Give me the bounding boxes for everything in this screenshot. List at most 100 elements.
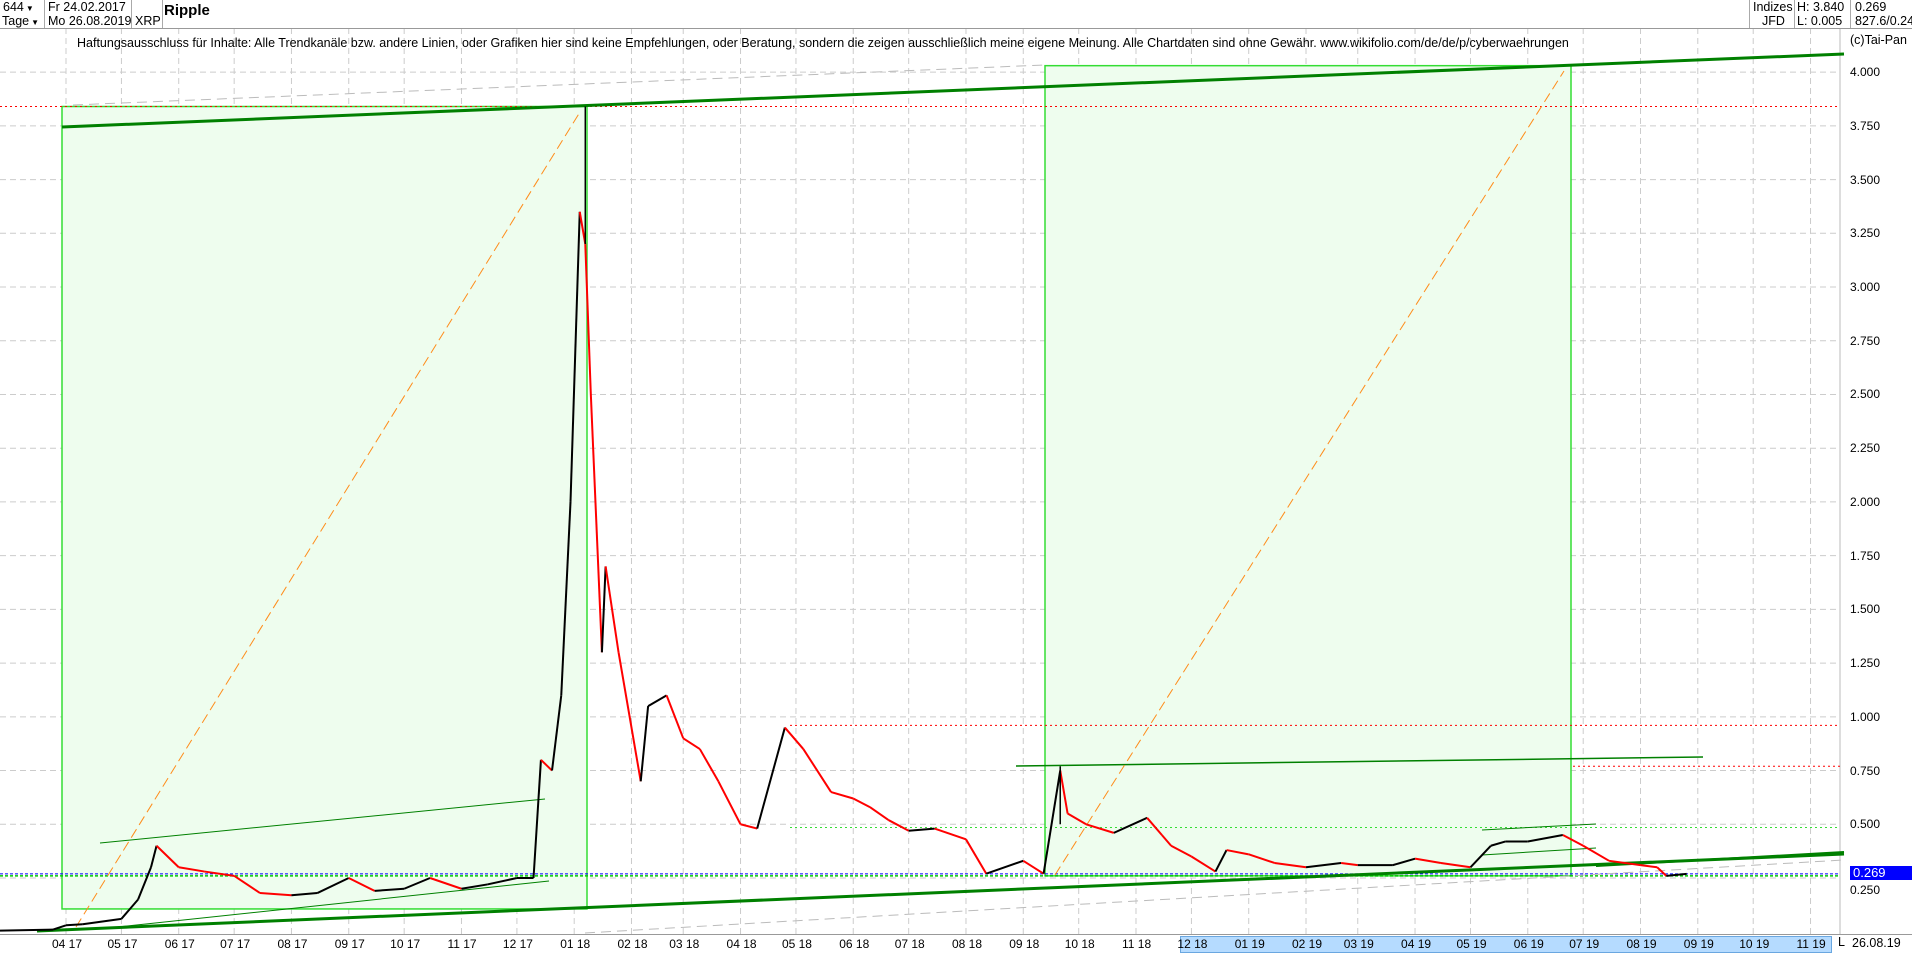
log-mode-toggle[interactable]: L — [1838, 935, 1845, 949]
trend-line — [36, 852, 1845, 933]
price-segment — [617, 652, 642, 782]
x-tick-label: 09 17 — [334, 937, 365, 951]
y-tick-label: 0.500 — [1850, 817, 1881, 832]
price-segment — [1392, 857, 1416, 867]
end-date[interactable]: Mo 26.08.2019 — [48, 14, 132, 28]
price-segment — [487, 877, 518, 886]
price-segment — [1469, 845, 1492, 868]
time-axis[interactable]: 04 17 05 17 06 17 07 17 08 17 09 17 10 17 11 17… — [0, 934, 1912, 953]
dashed-line — [584, 859, 1845, 934]
price-segment — [291, 892, 318, 897]
price-segment — [1085, 823, 1115, 834]
trend-line — [99, 798, 546, 844]
chevron-down-icon: ▼ — [25, 4, 34, 13]
last-date: 26.08.19 — [1852, 936, 1901, 950]
price-segment — [717, 780, 742, 825]
x-tick-label: 11 17 — [447, 937, 477, 951]
price-segment — [965, 838, 988, 875]
high-value: H: 3.840 — [1797, 0, 1845, 14]
price-segment — [1067, 812, 1087, 826]
y-tick-label: 0.250 — [1850, 883, 1881, 897]
price-segment — [429, 877, 462, 890]
bars-count-select[interactable]: 644 ▼ Tage ▼ — [0, 0, 45, 28]
x-tick-label: 05 19 — [1456, 937, 1487, 951]
price-segment — [1305, 861, 1342, 869]
x-tick-label: 09 19 — [1683, 937, 1714, 951]
copyright-label: (c)Tai-Pan — [1850, 33, 1907, 47]
trend-line — [117, 880, 550, 928]
price-segment — [120, 898, 139, 920]
price-segment — [551, 695, 563, 771]
price-segment — [259, 892, 292, 897]
x-tick-label: 03 18 — [669, 937, 700, 951]
y-tick-label: 4.000 — [1850, 65, 1881, 80]
y-tick-label: 1.000 — [1850, 709, 1881, 724]
last-value: 0.269 — [1855, 0, 1887, 14]
price-segment — [150, 845, 158, 868]
diagonal-line — [75, 111, 581, 928]
x-tick-label: 08 17 — [277, 937, 308, 951]
price-segment — [569, 211, 581, 502]
x-tick-label: 08 18 — [951, 937, 982, 951]
price-segment — [1608, 859, 1641, 867]
x-tick-label: 06 17 — [164, 937, 195, 951]
trend-line — [61, 52, 1845, 129]
range-box — [1044, 64, 1572, 877]
price-segment — [1113, 816, 1148, 834]
x-tick-label: 04 19 — [1401, 937, 1432, 951]
price-segment — [1214, 849, 1228, 873]
price-segment — [647, 694, 668, 707]
price-segment — [1666, 872, 1687, 877]
date-range[interactable]: Fr 24.02.2017 Mo 26.08.2019 — [45, 0, 132, 28]
price-segment — [316, 877, 350, 894]
dashed-line — [72, 64, 1046, 106]
price-segment — [540, 759, 553, 772]
range-box — [61, 105, 588, 910]
price-segment — [682, 737, 701, 750]
price-segment — [756, 727, 786, 829]
y-tick-label: 2.750 — [1850, 333, 1881, 348]
x-tick-label: 12 17 — [502, 937, 533, 951]
y-tick-label: 2.500 — [1850, 387, 1881, 402]
price-segment — [698, 748, 720, 782]
price-segment — [532, 759, 542, 879]
y-tick-label: 1.500 — [1850, 602, 1881, 617]
price-segment — [852, 797, 871, 808]
price-segment — [204, 870, 235, 877]
price-segment — [908, 827, 935, 832]
price-segment — [1226, 849, 1249, 856]
y-tick-label: 3.250 — [1850, 226, 1881, 241]
price-segment — [1490, 840, 1506, 847]
price-segment — [1170, 844, 1192, 858]
price-segment — [887, 819, 910, 832]
price-segment — [869, 806, 889, 821]
x-tick-label: 06 18 — [839, 937, 870, 951]
x-tick-label: 01 19 — [1234, 937, 1265, 951]
price-segment — [802, 748, 832, 793]
x-tick-label: 07 19 — [1569, 937, 1600, 951]
price-segment — [461, 883, 488, 890]
period-select[interactable]: Tage ▼ — [2, 15, 39, 28]
price-segment — [1656, 866, 1668, 877]
price-segment — [403, 877, 431, 890]
period-label: Tage — [2, 14, 30, 28]
start-date[interactable]: Fr 24.02.2017 — [48, 0, 126, 14]
price-segment — [233, 875, 261, 894]
time-axis-selection[interactable] — [1180, 936, 1832, 953]
price-segment — [604, 566, 620, 653]
price-segment — [1414, 857, 1442, 864]
y-tick-label: 2.000 — [1850, 494, 1881, 509]
y-tick-label: 1.750 — [1850, 548, 1881, 563]
price-segment — [1146, 817, 1163, 836]
price-segment — [600, 566, 607, 653]
y-tick-label: 3.750 — [1850, 118, 1881, 133]
price-segment — [1190, 855, 1216, 873]
price-segment — [178, 866, 205, 873]
bars-count: 644 — [3, 0, 24, 14]
x-tick-label: 07 18 — [894, 937, 925, 951]
x-tick-label: 10 18 — [1064, 937, 1095, 951]
price-segment — [52, 924, 67, 931]
price-segment — [1059, 770, 1069, 814]
x-tick-label: 11 19 — [1796, 937, 1826, 951]
